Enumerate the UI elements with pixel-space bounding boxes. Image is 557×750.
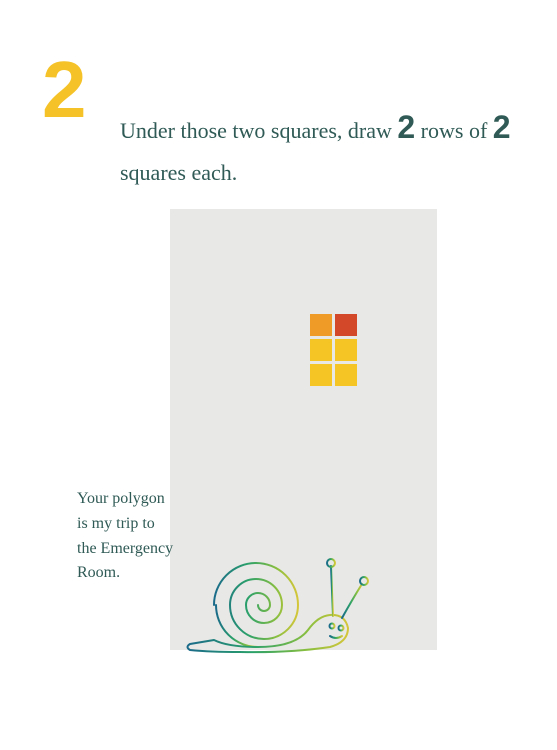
grid-cell (310, 314, 332, 336)
instruction-text: Under those two squares, draw 2 rows of … (120, 100, 520, 192)
grid-cell (335, 314, 357, 336)
instruction-part2: rows of (415, 118, 493, 143)
instruction-big1: 2 (397, 109, 415, 145)
step-number: 2 (42, 50, 87, 130)
grid-cell (335, 364, 357, 386)
grid-cell (335, 339, 357, 361)
instruction-part3: squares each. (120, 160, 237, 185)
snail-illustration (180, 550, 395, 660)
instruction-part1: Under those two squares, draw (120, 118, 397, 143)
instruction-big2: 2 (493, 109, 511, 145)
squares-grid (310, 314, 357, 386)
snail-speech: Your polygon is my trip to the Emergency… (77, 487, 177, 586)
grid-cell (310, 364, 332, 386)
grid-cell (310, 339, 332, 361)
